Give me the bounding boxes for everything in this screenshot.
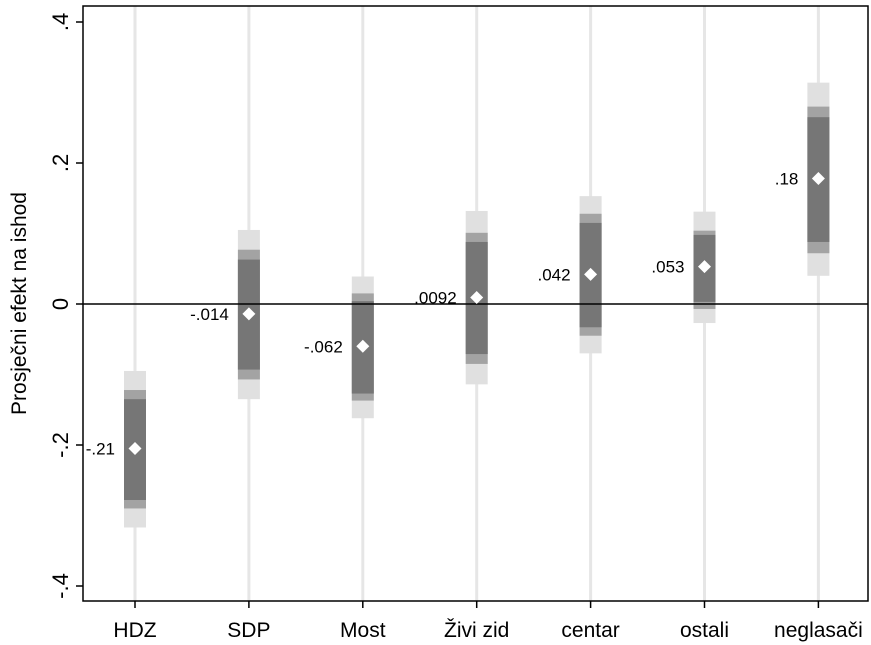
y-tick-label-3: .2	[48, 154, 73, 172]
x-axis-ticks: HDZ SDP Most Živi zid centar ostali neglasači	[113, 601, 863, 642]
estimate-label-2: -.062	[304, 337, 343, 356]
x-tick-label-4: centar	[561, 619, 619, 642]
estimate-marker-0	[128, 442, 142, 456]
y-tick-label-0: -.4	[48, 573, 73, 599]
x-tick-label-6: neglasači	[774, 619, 863, 642]
estimate-label-4: .042	[538, 265, 571, 284]
estimate-label-1: -.014	[190, 305, 229, 324]
y-axis-label: Prosječni efekt na ishod	[8, 192, 31, 415]
x-tick-label-5: ostali	[680, 619, 729, 642]
estimate-marker-1	[242, 307, 256, 321]
x-tick-label-1: SDP	[227, 619, 270, 642]
y-tick-label-2: 0	[48, 298, 73, 310]
estimate-marker-6	[811, 172, 825, 186]
x-tick-label-0: HDZ	[113, 619, 156, 642]
x-tick-label-2: Most	[340, 619, 386, 642]
estimate-labels: -.21 -.014 -.062 .0092 .042 .053 .18	[86, 170, 799, 459]
y-tick-label-4: .4	[48, 13, 73, 31]
estimate-marker-3	[470, 291, 484, 305]
y-tick-label-1: -.2	[48, 432, 73, 458]
estimate-label-5: .053	[651, 258, 684, 277]
estimate-marker-4	[584, 267, 598, 281]
estimate-label-0: -.21	[86, 440, 115, 459]
x-tick-label-3: Živi zid	[444, 619, 509, 642]
y-axis-ticks: -.4 -.2 0 .2 .4	[48, 13, 83, 599]
estimate-label-3: .0092	[414, 289, 457, 308]
estimate-marker-2	[356, 339, 370, 353]
estimate-marker-5	[698, 260, 711, 274]
estimate-label-6: .18	[775, 170, 799, 189]
estimate-markers	[128, 172, 825, 456]
